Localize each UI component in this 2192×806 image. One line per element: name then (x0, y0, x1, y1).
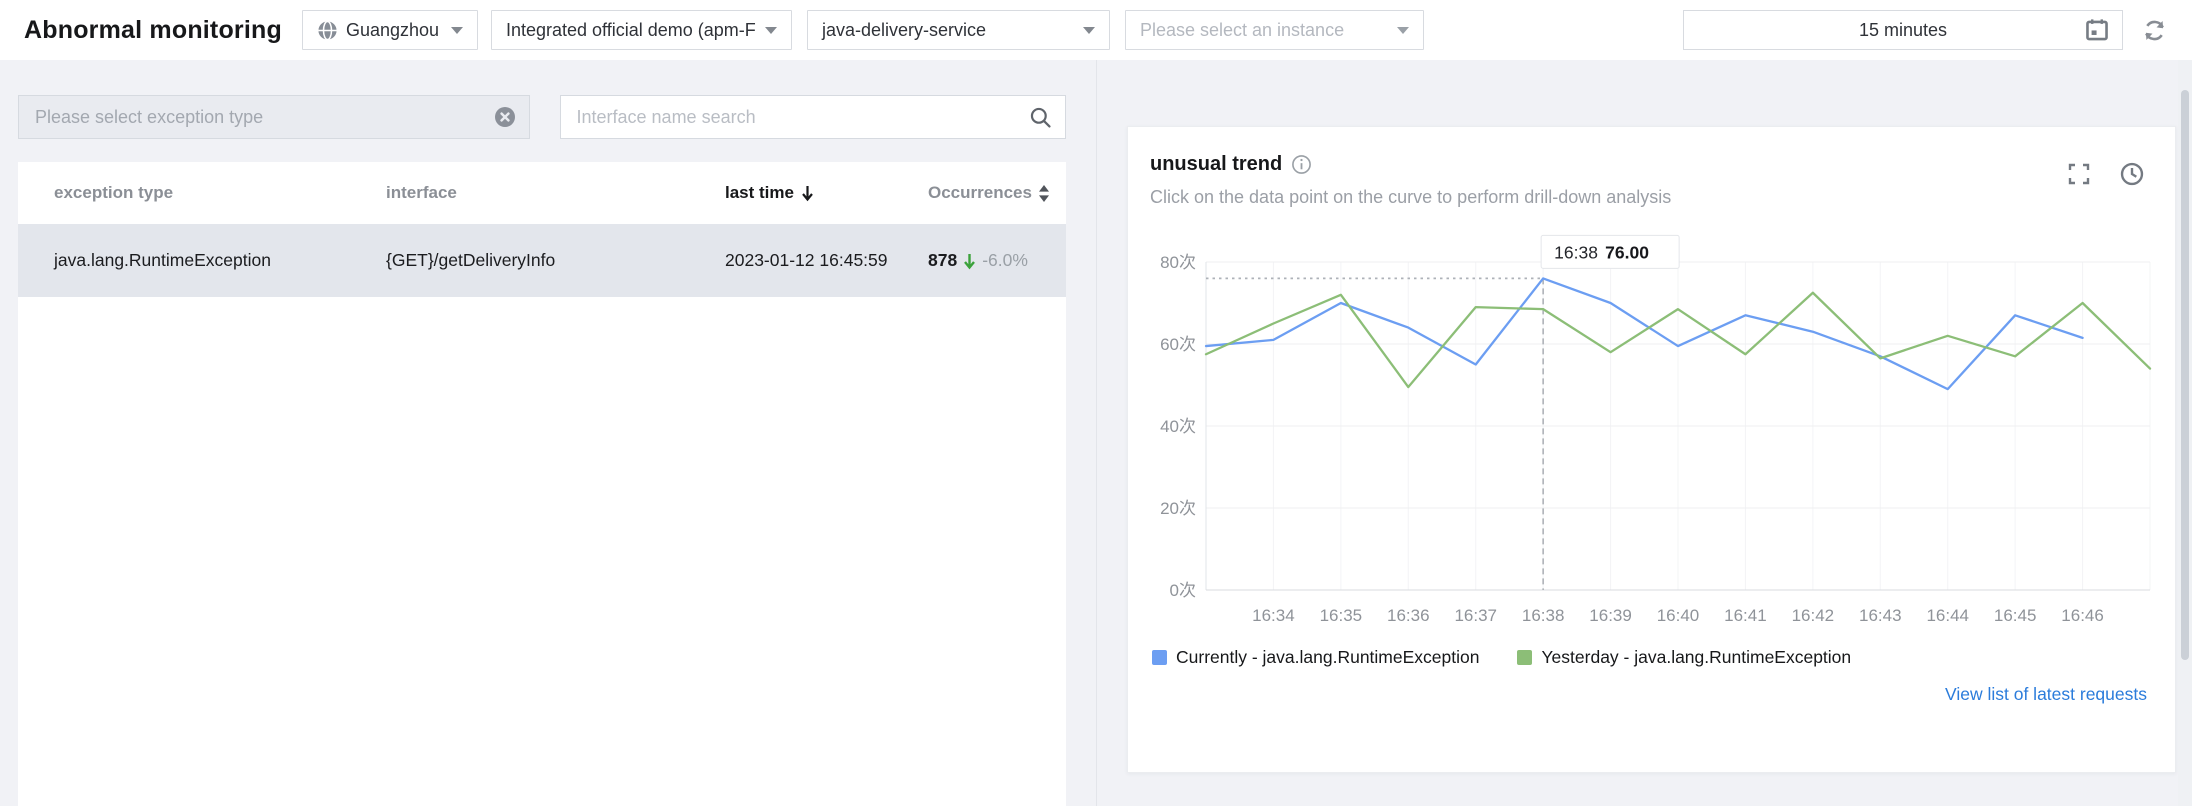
time-range-label: 15 minutes (1858, 19, 1948, 40)
sort-desc-icon (800, 184, 815, 202)
legend-label-yesterday: Yesterday - java.lang.RuntimeException (1541, 647, 1852, 667)
filter-row: Please select exception type (18, 95, 1066, 139)
clear-icon[interactable] (493, 105, 517, 129)
chevron-down-icon (1082, 26, 1095, 34)
instance-select-placeholder: Please select an instance (1139, 19, 1345, 40)
application-select-label: Integrated official demo (apm-F (505, 19, 756, 40)
refresh-icon[interactable] (2141, 17, 2168, 44)
exception-list-pane: Please select exception type exception t… (0, 60, 1097, 806)
svg-text:16:38: 16:38 (1522, 606, 1565, 625)
table-row[interactable]: java.lang.RuntimeException {GET}/getDeli… (18, 224, 1066, 297)
exception-type-filter-placeholder: Please select exception type (35, 106, 264, 127)
time-range-picker[interactable]: 15 minutes (1683, 10, 2123, 50)
trend-pane: unusual trend Click on the data point on… (1097, 60, 2192, 806)
application-select[interactable]: Integrated official demo (apm-F (490, 10, 792, 50)
svg-text:16:35: 16:35 (1320, 606, 1363, 625)
svg-text:60次: 60次 (1160, 335, 1196, 354)
clock-icon[interactable] (2119, 161, 2145, 187)
col-occurrences[interactable]: Occurrences (928, 183, 1066, 203)
legend-item-yesterday[interactable]: Yesterday - java.lang.RuntimeException (1517, 647, 1851, 668)
card-actions (2067, 153, 2145, 187)
col-last-time[interactable]: last time (725, 183, 928, 203)
chevron-down-icon (450, 26, 463, 34)
svg-text:16:36: 16:36 (1387, 606, 1430, 625)
legend-swatch-currently (1152, 650, 1167, 665)
chart-legend: Currently - java.lang.RuntimeException Y… (1150, 647, 2153, 668)
col-interface: interface (386, 183, 457, 202)
region-select-label: Guangzhou (345, 19, 440, 40)
sort-both-icon (1038, 184, 1050, 203)
exception-type-filter[interactable]: Please select exception type (18, 95, 530, 139)
legend-swatch-yesterday (1517, 650, 1533, 665)
svg-text:16:37: 16:37 (1454, 606, 1497, 625)
card-header: unusual trend Click on the data point on… (1150, 153, 2153, 208)
unusual-trend-card: unusual trend Click on the data point on… (1127, 126, 2176, 773)
svg-text:0次: 0次 (1170, 581, 1196, 600)
cell-exception-type: java.lang.RuntimeException (54, 250, 271, 270)
cell-last-time: 2023-01-12 16:45:59 (725, 250, 888, 270)
legend-item-currently[interactable]: Currently - java.lang.RuntimeException (1152, 647, 1479, 668)
svg-text:16:40: 16:40 (1657, 606, 1700, 625)
svg-text:20次: 20次 (1160, 499, 1196, 518)
svg-text:16:43: 16:43 (1859, 606, 1902, 625)
svg-text:16:39: 16:39 (1589, 606, 1632, 625)
col-exception-type: exception type (54, 183, 174, 202)
page-title: Abnormal monitoring (24, 15, 282, 44)
trend-chart[interactable]: 0次 20次 40次 60次 80次 16:34 16:35 16:36 16:37 16:38 1… (1150, 232, 2153, 639)
service-select-label: java-delivery-service (821, 19, 987, 40)
calendar-icon[interactable] (2084, 17, 2110, 43)
trend-chart-svg: 0次 20次 40次 60次 80次 16:34 16:35 16:36 16:37 16:38 1… (1160, 234, 2152, 625)
svg-text:76.00: 76.00 (1605, 242, 1649, 262)
time-controls: 15 minutes (1683, 10, 2172, 50)
svg-text:16:34: 16:34 (1252, 606, 1295, 625)
scrollbar-thumb[interactable] (2181, 90, 2189, 660)
card-subtitle: Click on the data point on the curve to … (1150, 187, 1672, 207)
instance-select[interactable]: Please select an instance (1124, 10, 1424, 50)
card-title: unusual trend (1150, 153, 1283, 175)
svg-text:40次: 40次 (1160, 417, 1196, 436)
info-icon[interactable] (1291, 154, 1312, 175)
interface-search-input[interactable] (576, 106, 1028, 128)
topbar: Abnormal monitoring Guangzhou Integrated… (0, 0, 2192, 60)
globe-icon (317, 20, 338, 41)
main-content: Please select exception type exception t… (0, 60, 2192, 806)
fullscreen-icon[interactable] (2067, 162, 2091, 186)
trend-down-icon (962, 252, 977, 270)
exception-table: exception type interface last time Occur… (18, 162, 1066, 806)
svg-text:16:42: 16:42 (1792, 606, 1835, 625)
occurrence-trend: -6.0% (982, 250, 1028, 270)
interface-search[interactable] (559, 95, 1066, 139)
svg-text:16:46: 16:46 (2061, 606, 2104, 625)
chevron-down-icon (1396, 26, 1409, 34)
cell-occurrences: 878 -6.0% (928, 250, 1066, 271)
service-select[interactable]: java-delivery-service (806, 10, 1110, 50)
occurrence-count: 878 (928, 250, 958, 270)
search-icon[interactable] (1028, 105, 1053, 130)
svg-text:16:44: 16:44 (1926, 606, 1969, 625)
svg-text:80次: 80次 (1160, 253, 1196, 272)
legend-label-currently: Currently - java.lang.RuntimeException (1176, 647, 1480, 667)
region-select[interactable]: Guangzhou (301, 10, 478, 50)
card-titles: unusual trend Click on the data point on… (1150, 153, 2067, 208)
chevron-down-icon (764, 26, 777, 34)
svg-text:16:45: 16:45 (1994, 606, 2037, 625)
table-header: exception type interface last time Occur… (18, 162, 1066, 224)
cell-interface: {GET}/getDeliveryInfo (386, 250, 556, 270)
view-latest-requests-link[interactable]: View list of latest requests (1945, 684, 2147, 704)
svg-text:16:38: 16:38 (1554, 242, 1598, 262)
page-scrollbar (2178, 60, 2192, 806)
svg-text:16:41: 16:41 (1724, 606, 1767, 625)
